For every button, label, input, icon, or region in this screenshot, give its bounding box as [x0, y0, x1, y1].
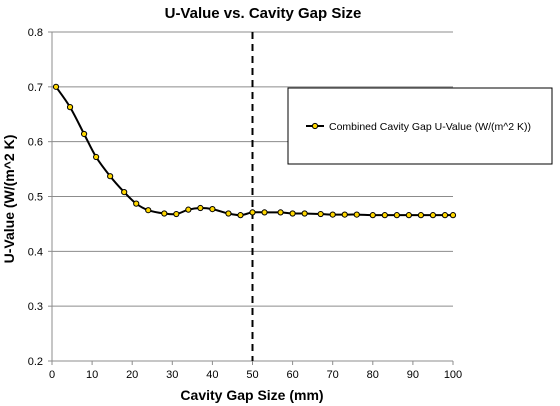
axes	[48, 31, 454, 365]
legend-marker-swatch	[311, 122, 319, 130]
x-tick-label: 70	[327, 369, 339, 381]
data-point	[301, 210, 308, 217]
legend-label: Combined Cavity Gap U-Value (W/(m^2 K))	[329, 121, 531, 133]
data-point	[417, 212, 425, 219]
data-point	[277, 209, 284, 216]
data-point	[317, 210, 324, 218]
data-point	[353, 211, 360, 218]
series-group	[52, 83, 457, 219]
x-tick-label: 0	[49, 369, 55, 381]
y-tick-label: 0.3	[28, 301, 43, 313]
data-point	[381, 212, 388, 219]
data-point	[185, 206, 192, 213]
data-point	[237, 212, 244, 219]
data-point	[107, 173, 114, 180]
data-point	[80, 130, 88, 138]
x-tick-label: 50	[246, 369, 258, 381]
data-point	[341, 211, 348, 218]
data-point	[93, 153, 100, 161]
data-point	[161, 210, 168, 217]
data-point	[329, 211, 336, 218]
x-tick-label: 40	[206, 369, 218, 381]
chart-title: U-Value vs. Cavity Gap Size	[165, 5, 362, 22]
x-tick-label: 60	[286, 369, 298, 381]
data-point	[405, 212, 412, 219]
data-point	[261, 209, 268, 216]
x-tick-label: 80	[367, 369, 379, 381]
data-point	[369, 212, 376, 219]
legend: Combined Cavity Gap U-Value (W/(m^2 K))	[287, 87, 553, 165]
data-point	[449, 212, 457, 219]
x-tick-label: 10	[86, 369, 98, 381]
y-tick-label: 0.8	[28, 27, 43, 39]
x-tick-label: 30	[166, 369, 178, 381]
data-point	[441, 212, 449, 219]
data-point	[121, 189, 128, 196]
y-axis-title: U-Value (W/(m^2 K)	[1, 135, 17, 264]
y-tick-label: 0.4	[28, 246, 43, 258]
x-tick-label: 90	[407, 369, 419, 381]
tick-labels: 0.2 0.3 0.4 0.5 0.6 0.7 0.8 0 10 20 30 40 50 60 70 80 90…	[28, 27, 462, 381]
data-point	[173, 210, 180, 218]
data-point	[393, 212, 400, 219]
data-point	[66, 104, 74, 111]
data-point	[197, 204, 204, 212]
data-point	[225, 210, 232, 217]
data-point	[133, 200, 140, 207]
data-point	[209, 206, 216, 213]
data-point	[429, 212, 437, 219]
data-point	[249, 209, 256, 216]
x-tick-label: 20	[126, 369, 138, 381]
x-axis-title: Cavity Gap Size (mm)	[180, 387, 323, 403]
data-point	[52, 83, 60, 90]
data-point	[145, 207, 152, 214]
y-tick-label: 0.5	[28, 192, 43, 204]
y-tick-label: 0.6	[28, 137, 43, 149]
y-tick-label: 0.2	[28, 356, 43, 368]
x-tick-label: 100	[444, 369, 462, 381]
legend-box	[287, 87, 553, 165]
data-point	[289, 210, 296, 217]
y-tick-label: 0.7	[28, 82, 43, 94]
